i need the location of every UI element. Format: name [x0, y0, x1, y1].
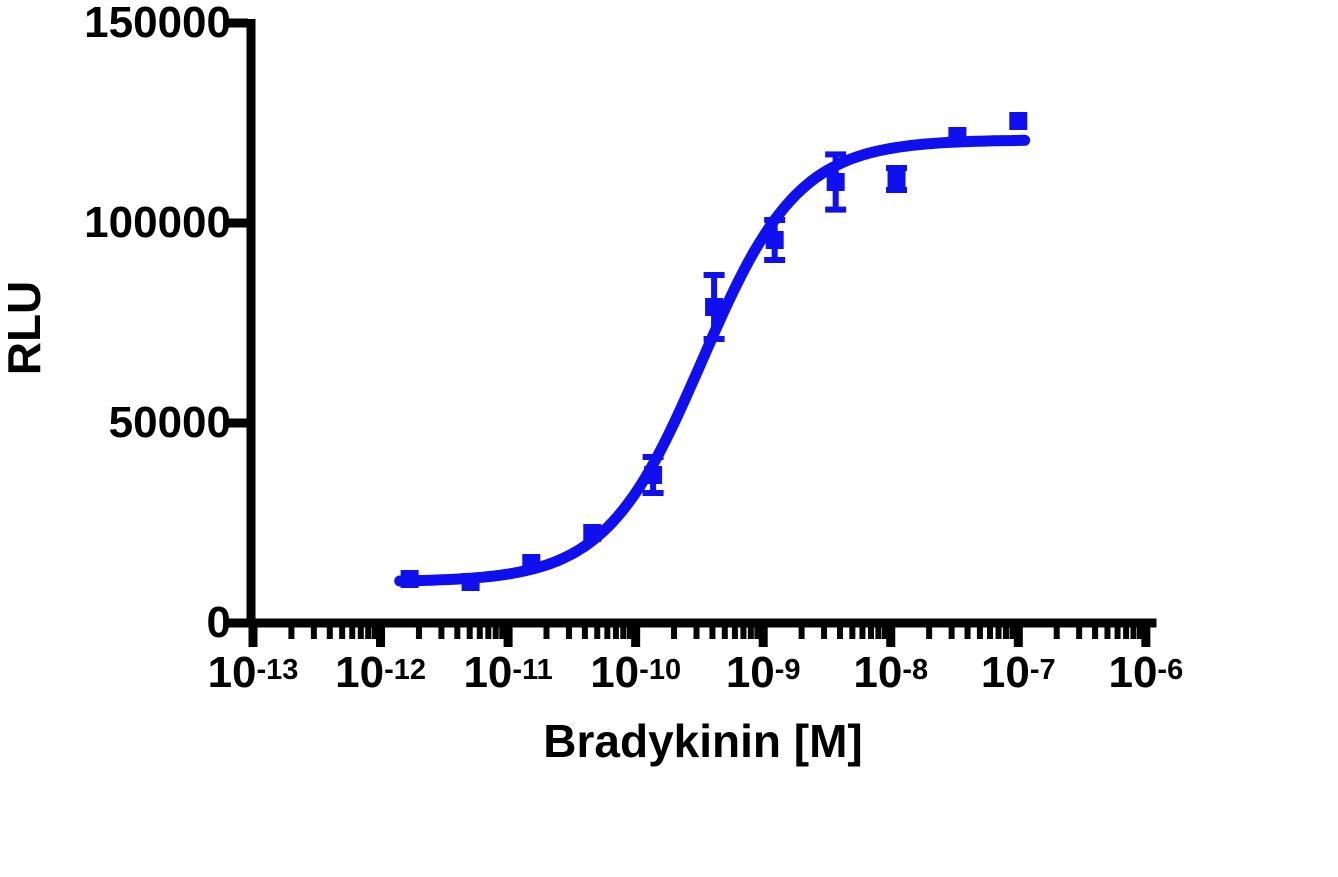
x-major-tick — [503, 627, 513, 647]
x-axis-line — [246, 618, 1157, 628]
data-point-marker — [400, 570, 419, 588]
x-minor-tick — [867, 627, 874, 639]
x-minor-tick — [671, 627, 678, 639]
error-bar-cap-top — [886, 165, 908, 171]
x-minor-tick — [1114, 627, 1121, 639]
x-minor-tick — [740, 627, 747, 639]
x-minor-tick — [747, 627, 754, 639]
x-minor-tick — [565, 627, 572, 639]
data-point-marker — [522, 554, 541, 572]
x-minor-tick — [1130, 627, 1137, 639]
data-point-marker — [1009, 112, 1028, 130]
x-minor-tick — [349, 627, 356, 639]
x-minor-tick — [875, 627, 882, 639]
x-minor-tick — [1123, 627, 1130, 639]
error-bar-cap-bottom — [703, 336, 725, 342]
data-point-marker — [887, 170, 906, 188]
x-minor-tick — [604, 627, 611, 639]
x-minor-tick — [859, 627, 866, 639]
x-minor-tick — [543, 627, 550, 639]
error-bar-cap-top — [642, 454, 664, 460]
x-minor-tick — [1137, 627, 1144, 639]
x-minor-tick — [995, 627, 1002, 639]
x-minor-tick — [454, 627, 461, 639]
x-minor-tick — [581, 627, 588, 639]
x-major-tick — [248, 627, 258, 647]
y-major-tick — [227, 218, 248, 228]
x-minor-tick — [1009, 627, 1016, 639]
x-minor-tick — [310, 627, 317, 639]
x-minor-tick — [821, 627, 828, 639]
x-minor-tick — [476, 627, 483, 639]
x-minor-tick — [881, 627, 888, 639]
x-minor-tick — [926, 627, 933, 639]
error-bar-cap-bottom — [825, 206, 847, 213]
data-point-marker — [948, 127, 967, 145]
x-minor-tick — [357, 627, 364, 639]
y-major-tick — [227, 618, 248, 628]
x-minor-tick — [721, 627, 728, 639]
x-minor-tick — [1092, 627, 1099, 639]
error-bar-cap-top — [764, 217, 786, 223]
error-bar-cap-top — [825, 151, 847, 158]
x-minor-tick — [415, 627, 422, 639]
data-point-marker — [705, 298, 724, 316]
x-major-tick — [376, 627, 386, 647]
error-bar-cap-bottom — [886, 187, 908, 193]
x-minor-tick — [836, 627, 843, 639]
x-major-tick — [1141, 627, 1151, 647]
x-minor-tick — [987, 627, 994, 639]
x-minor-tick — [1076, 627, 1083, 639]
x-major-tick — [886, 627, 896, 647]
data-point-marker — [583, 524, 602, 542]
x-minor-tick — [438, 627, 445, 639]
error-bar-cap-bottom — [642, 490, 664, 496]
x-major-tick — [1013, 627, 1023, 647]
error-bar-cap-bottom — [764, 257, 786, 263]
x-minor-tick — [594, 627, 601, 639]
x-minor-tick — [326, 627, 333, 639]
x-minor-tick — [731, 627, 738, 639]
x-minor-tick — [499, 627, 506, 639]
x-minor-tick — [288, 627, 295, 639]
x-minor-tick — [626, 627, 633, 639]
x-minor-tick — [849, 627, 856, 639]
x-minor-tick — [620, 627, 627, 639]
x-minor-tick — [798, 627, 805, 639]
x-minor-tick — [492, 627, 499, 639]
x-minor-tick — [948, 627, 955, 639]
x-minor-tick — [485, 627, 492, 639]
x-minor-tick — [709, 627, 716, 639]
data-point-marker — [765, 231, 784, 249]
x-axis-title: Bradykinin [M] — [543, 715, 863, 767]
x-minor-tick — [371, 627, 378, 639]
x-minor-tick — [612, 627, 619, 639]
x-minor-tick — [1002, 627, 1009, 639]
y-axis-line — [246, 19, 256, 628]
x-minor-tick — [964, 627, 971, 639]
x-major-tick — [631, 627, 641, 647]
x-major-tick — [758, 627, 768, 647]
y-major-tick — [227, 418, 248, 428]
x-minor-tick — [754, 627, 761, 639]
x-minor-tick — [339, 627, 346, 639]
x-minor-tick — [1104, 627, 1111, 639]
y-axis-title: RLU — [0, 280, 50, 376]
fit-curve — [394, 134, 1031, 587]
y-major-tick — [227, 18, 248, 28]
data-point-marker — [461, 573, 480, 591]
data-point-marker — [826, 173, 845, 191]
x-minor-tick — [693, 627, 700, 639]
error-bar-cap-top — [703, 272, 725, 278]
x-minor-tick — [466, 627, 473, 639]
data-point-marker — [644, 466, 663, 484]
x-minor-tick — [365, 627, 372, 639]
x-minor-tick — [1053, 627, 1060, 639]
x-minor-tick — [976, 627, 983, 639]
